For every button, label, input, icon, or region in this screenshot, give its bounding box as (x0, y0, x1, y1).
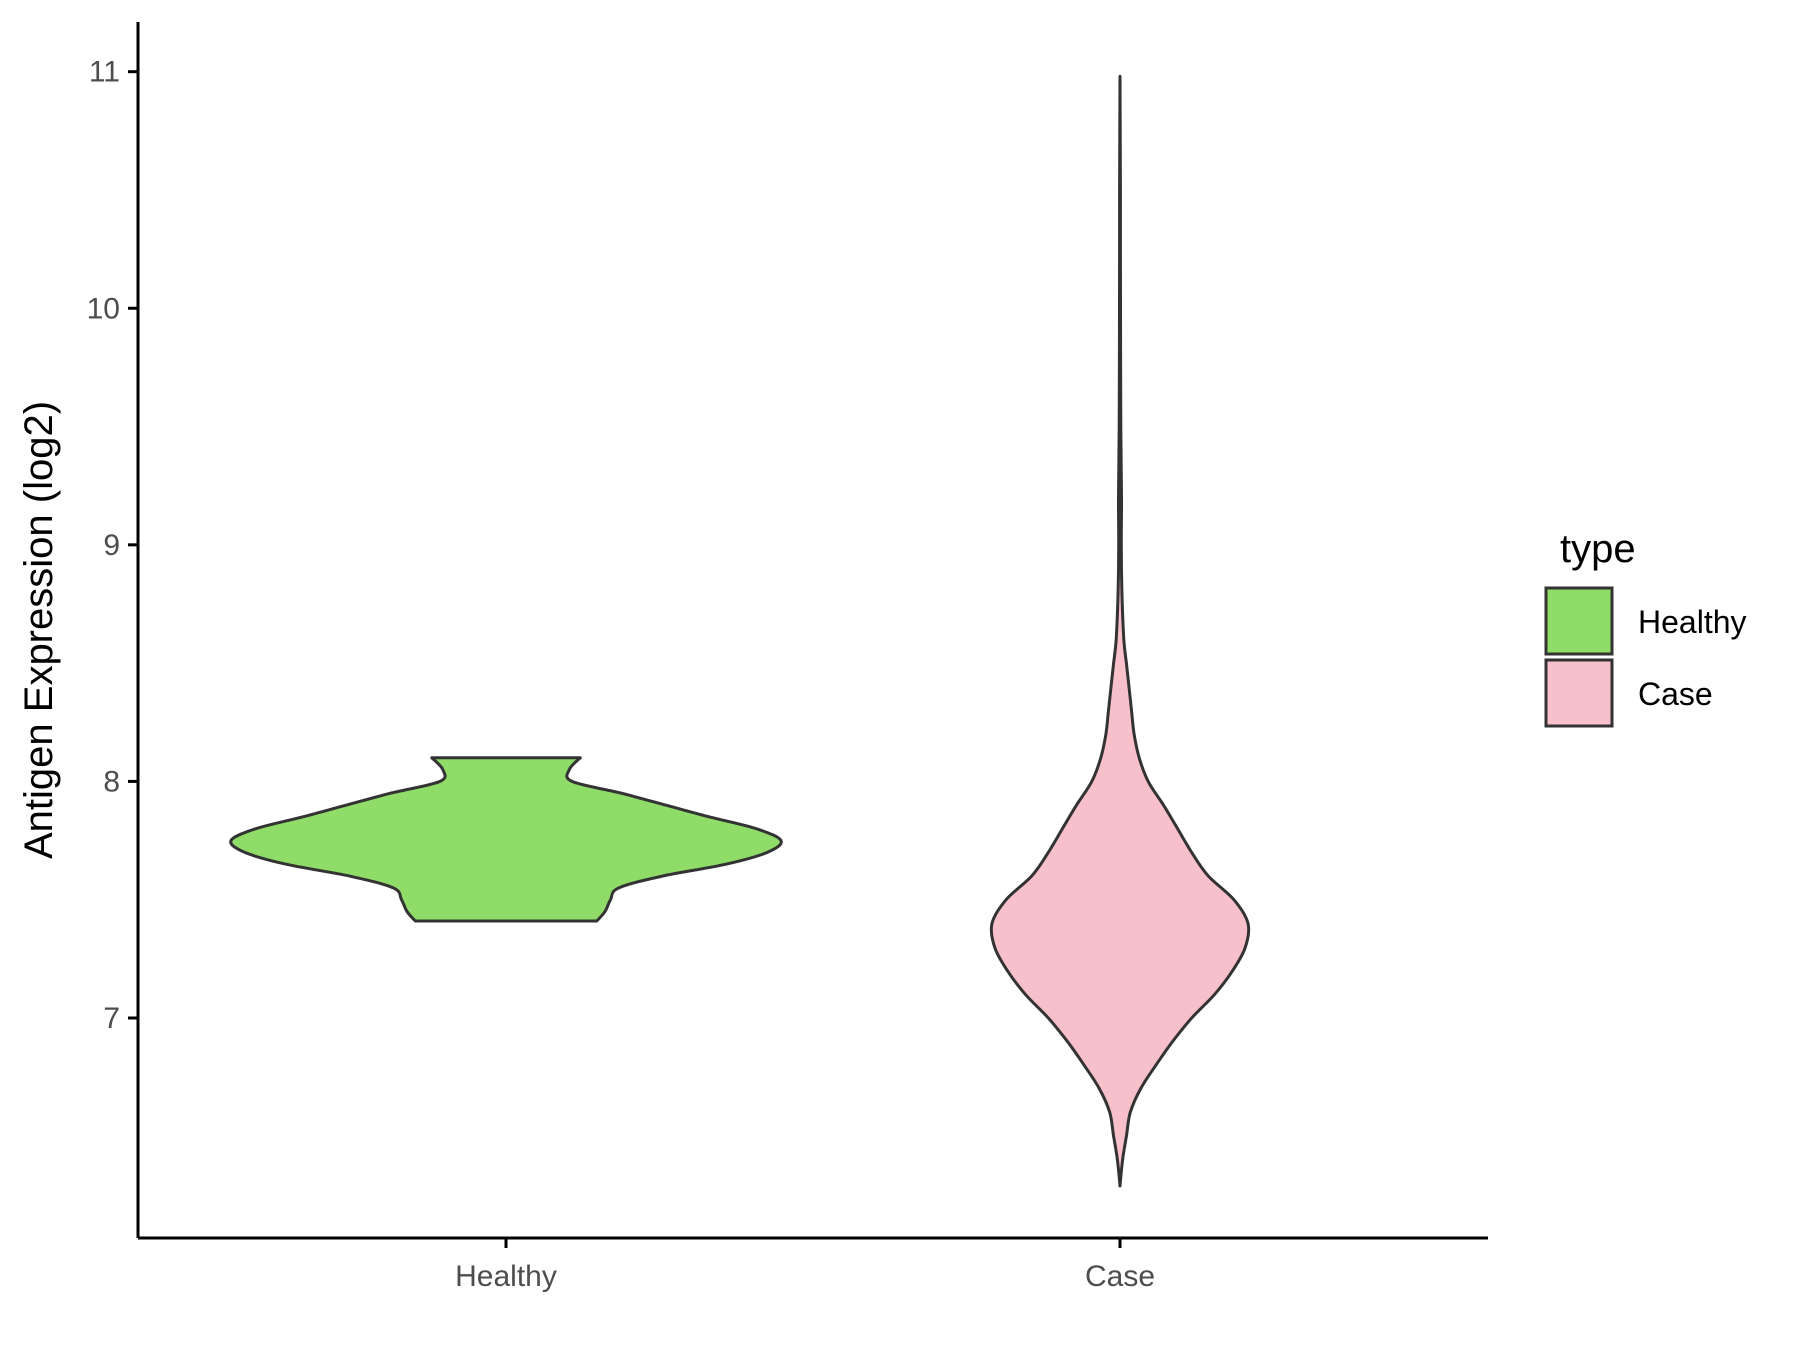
legend-label: Case (1638, 676, 1713, 712)
x-tick-label: Healthy (455, 1260, 557, 1293)
x-tick-label: Case (1085, 1260, 1155, 1293)
y-tick-label: 10 (87, 292, 120, 325)
y-tick-label: 11 (89, 56, 120, 89)
x-ticks: Healthy Case (455, 1238, 1155, 1293)
y-ticks: 7 8 9 10 11 (87, 56, 138, 1035)
y-axis-title: Antigen Expression (log2) (17, 401, 61, 859)
violin-case (989, 74, 1251, 1188)
legend-swatch (1544, 658, 1614, 728)
legend-title: type (1560, 527, 1636, 571)
legend-items: Healthy Case (1544, 586, 1747, 728)
violin-healthy (229, 756, 783, 923)
legend-label: Healthy (1638, 604, 1747, 640)
y-tick-label: 9 (103, 529, 120, 562)
axes: 7 8 9 10 11 Healthy Case Antigen Expression (… (17, 22, 1488, 1293)
legend: type Healthy Case (1544, 527, 1747, 728)
legend-swatch (1544, 586, 1614, 656)
y-tick-label: 8 (103, 765, 120, 798)
y-tick-label: 7 (103, 1002, 120, 1035)
violin-layer (229, 74, 1251, 1188)
